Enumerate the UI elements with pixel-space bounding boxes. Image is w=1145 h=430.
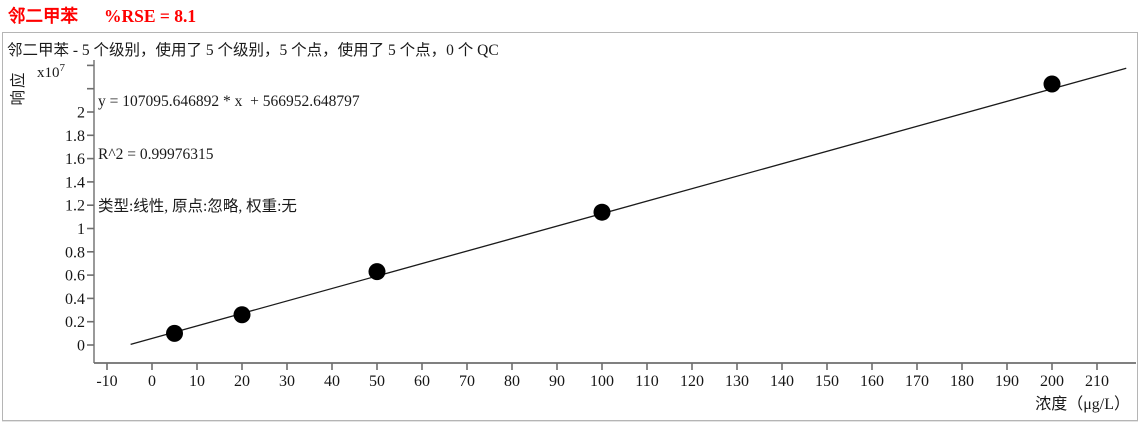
data-point[interactable]: [1043, 75, 1061, 93]
y-tick-label: 1.6: [65, 151, 85, 168]
x-tick-label: 160: [860, 373, 884, 390]
x-tick-label: 110: [635, 373, 658, 390]
y-tick-label: 1.2: [65, 198, 85, 215]
x-tick-label: 180: [950, 373, 974, 390]
y-axis-scale-factor: x107: [37, 62, 65, 82]
x-tick-label: 60: [414, 373, 430, 390]
x-tick-label: 170: [905, 373, 929, 390]
x-tick-label: 100: [590, 373, 614, 390]
y-tick-label: 0.4: [65, 291, 85, 308]
y-scale-base: x10: [37, 65, 60, 81]
x-tick-label: 150: [815, 373, 839, 390]
chart-subtitle: 邻二甲苯 - 5 个级别，使用了 5 个级别，5 个点，使用了 5 个点，0 个…: [7, 42, 499, 59]
y-tick-label: 1.4: [65, 174, 85, 191]
fit-type-info: 类型:线性, 原点:忽略, 权重:无: [98, 198, 297, 215]
x-tick-label: 120: [680, 373, 704, 390]
x-tick-label: 10: [189, 373, 205, 390]
y-tick-label: 0.2: [65, 314, 85, 331]
x-tick-label: 50: [369, 373, 385, 390]
x-tick-label: 30: [279, 373, 295, 390]
y-tick-label: 1: [77, 221, 85, 238]
fit-equation: y = 107095.646892 * x + 566952.648797: [98, 93, 360, 110]
y-tick-label: 2: [77, 105, 85, 122]
data-point[interactable]: [233, 306, 251, 324]
x-tick-label: 210: [1085, 373, 1109, 390]
x-tick-label: 20: [234, 373, 250, 390]
x-tick-label: 80: [504, 373, 520, 390]
y-scale-exponent: 7: [59, 62, 66, 74]
data-point[interactable]: [593, 203, 611, 221]
x-tick-label: 200: [1040, 373, 1064, 390]
y-tick-label: 0.8: [65, 244, 85, 261]
x-tick-label: 70: [459, 373, 475, 390]
fit-summary-block: y = 107095.646892 * x + 566952.648797 R^…: [98, 58, 360, 251]
x-tick-label: 190: [995, 373, 1019, 390]
data-point[interactable]: [368, 263, 386, 281]
x-tick-label: 140: [770, 373, 794, 390]
chart-panel[interactable]: 邻二甲苯 - 5 个级别，使用了 5 个级别，5 个点，使用了 5 个点，0 个…: [2, 32, 1138, 421]
y-tick-label: 0.6: [65, 268, 85, 285]
calibration-fit-line: [130, 67, 1127, 345]
x-axis-title: 浓度（μg/L）: [1035, 396, 1130, 413]
x-tick-label: 0: [148, 373, 156, 390]
y-tick-label: 1.8: [65, 128, 85, 145]
fit-r-squared: R^2 = 0.99976315: [98, 145, 214, 163]
data-point[interactable]: [166, 324, 183, 342]
y-tick-label: 0: [77, 338, 85, 355]
rse-value: %RSE = 8.1: [104, 6, 197, 26]
x-tick-label: 130: [725, 373, 749, 390]
x-tick-label: 40: [324, 373, 340, 390]
curve-title: 邻二甲苯 %RSE = 8.1: [8, 3, 196, 29]
plot-area[interactable]: -10 0 10 20 30 40 50 60 70 80 90 100 110 120 130 140 150…: [3, 33, 1137, 420]
x-tick-label: 90: [549, 373, 565, 390]
compound-name: 邻二甲苯: [8, 6, 78, 26]
x-tick-label: -10: [96, 373, 117, 390]
